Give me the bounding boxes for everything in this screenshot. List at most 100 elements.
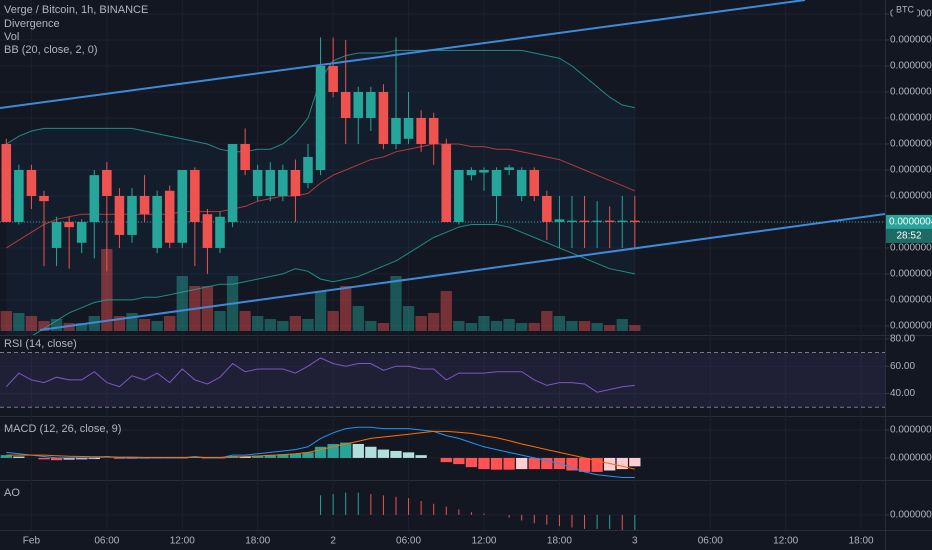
candle-body (127, 195, 137, 235)
legend-item: Divergence (4, 18, 60, 30)
trend-line[interactable] (39, 213, 885, 331)
candle-body (366, 92, 376, 118)
volume-bar (113, 316, 126, 331)
y-tick-label: 0.00000046 (890, 243, 932, 254)
volume-bar (302, 319, 314, 331)
pane (0, 426, 641, 478)
rsi-band-fill (0, 352, 885, 408)
macd-histogram-bar (239, 456, 251, 458)
volume-bar (629, 325, 641, 331)
volume-bar (352, 306, 364, 331)
candle-body (454, 169, 464, 222)
volume-bar (126, 313, 138, 331)
volume-bar (0, 311, 12, 331)
y-tick-label: 0.00000054 (890, 35, 932, 46)
candle-body (215, 216, 225, 248)
x-tick-label: 06:00 (396, 536, 421, 547)
volume-bar (390, 276, 402, 331)
macd-histogram-bar (591, 457, 603, 472)
x-tick-label: 2 (330, 536, 336, 547)
volume-bar (252, 316, 264, 331)
macd-histogram-bar (377, 449, 390, 458)
macd-histogram-bar (465, 457, 478, 468)
candle-body (76, 221, 87, 243)
trend-lines (0, 0, 885, 331)
y-tick-label: 0.00000000 (890, 510, 932, 521)
macd-histogram-bar (629, 457, 641, 467)
volume-bar (490, 321, 503, 331)
volume-bar (50, 319, 63, 331)
macd-histogram-bar (390, 450, 402, 458)
volume-bar (616, 319, 628, 331)
x-tick-label: Feb (23, 536, 41, 547)
macd-histogram-bar (38, 457, 50, 460)
candle-body (39, 195, 49, 202)
candle-body (630, 220, 640, 222)
candle-body (504, 167, 514, 170)
currency-label: BTC (896, 4, 915, 14)
macd-histogram-bar (604, 457, 616, 471)
last-price-label: 0.00000047 (889, 217, 932, 228)
volume-bar (428, 313, 440, 331)
volume-bar (340, 286, 352, 331)
legend-item: Vol (4, 31, 19, 43)
volume-bar (553, 316, 566, 331)
volume-bar (239, 311, 251, 331)
volume-bar (377, 323, 390, 331)
candle-body (604, 220, 615, 222)
volume-bar (478, 316, 490, 331)
macd-histogram-bar (327, 443, 339, 458)
volume-bar (591, 323, 603, 331)
x-tick-label: 12:00 (773, 536, 798, 547)
candle-body (190, 169, 200, 222)
candle-body (265, 169, 276, 196)
countdown: 28:52 (896, 231, 921, 242)
y-tick-label: 0.00000001 (890, 425, 932, 436)
pane-title: RSI (14, close) (4, 338, 77, 350)
x-tick-label: 06:00 (698, 536, 723, 547)
candle-body (416, 117, 426, 144)
volume-bar (138, 319, 151, 331)
volume-bar (440, 291, 452, 331)
macd-histogram-bar (13, 456, 25, 458)
macd-histogram-bar (289, 453, 302, 458)
volume-bar (503, 319, 515, 331)
candle-body (303, 156, 313, 183)
y-tick-label: 0.00000045 (890, 269, 932, 280)
candle-body (290, 169, 301, 196)
candle-body (177, 169, 188, 243)
candle-body (403, 117, 414, 139)
candle-body (466, 169, 477, 176)
macd-histogram-bar (63, 457, 75, 460)
candle-body (328, 66, 338, 93)
candle-body (554, 219, 565, 222)
trend-line[interactable] (0, 0, 806, 109)
currency-box (893, 3, 917, 17)
y-tick-label: 0.00000052 (890, 87, 932, 98)
macd-histogram-bar (365, 446, 377, 458)
candle-body (542, 195, 552, 222)
x-tick-label: 06:00 (94, 536, 119, 547)
volume-bar (327, 311, 339, 331)
candle-body (278, 169, 288, 196)
candle-body (491, 169, 502, 196)
macd-histogram-bar (528, 457, 540, 470)
y-tick-label: 0.00000044 (890, 295, 932, 306)
legend-item: BB (20, close, 2, 0) (4, 44, 98, 56)
y-tick-label: 0.00000053 (890, 61, 932, 72)
macd-histogram-bar (490, 457, 503, 470)
macd-histogram-bar (616, 457, 628, 470)
y-tick-label: 0.00000049 (890, 165, 932, 176)
y-tick-label: 40.00 (890, 388, 915, 399)
volume-bar (465, 323, 478, 331)
candle-body (227, 143, 238, 222)
macd-histogram-bar (88, 457, 100, 460)
candle-body (567, 220, 577, 222)
candle-body (102, 169, 112, 196)
bb-lower (32, 224, 635, 335)
x-tick-label: 3 (632, 536, 638, 547)
candle-body (516, 169, 527, 196)
y-tick-label: 0.00000051 (890, 113, 932, 124)
candle-body (617, 220, 628, 222)
